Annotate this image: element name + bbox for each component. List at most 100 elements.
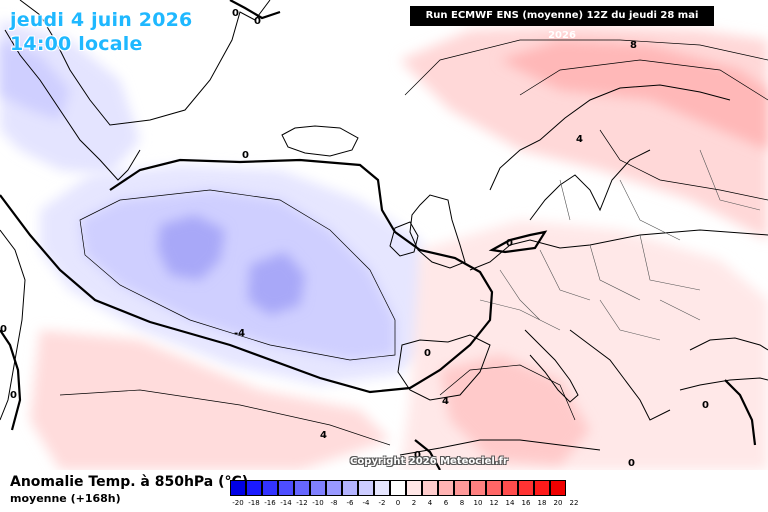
legend-swatch [534, 480, 550, 496]
legend-swatch [342, 480, 358, 496]
minus4-contour [79, 189, 396, 361]
zero-contour-west [0, 329, 22, 431]
balkan-coast [569, 329, 671, 421]
legend-swatch [390, 480, 406, 496]
contour-label: 4 [576, 134, 583, 145]
contour-label: 4 [320, 430, 327, 441]
legend-swatch [246, 480, 262, 496]
warm-anomaly-south [30, 330, 390, 470]
legend-tick-label: -4 [362, 499, 370, 507]
legend-swatch [422, 480, 438, 496]
run-info-banner: Run ECMWF ENS (moyenne) 12Z du jeudi 28 … [410, 6, 714, 41]
black-sea-coast [689, 337, 768, 351]
border-lines [479, 149, 761, 341]
zero-contours [0, 0, 757, 470]
contour-label: 0 [0, 324, 7, 335]
anomaly-shading [0, 20, 768, 470]
canada-coast [0, 229, 26, 421]
legend-swatch [294, 480, 310, 496]
variable-title: Anomalie Temp. à 850hPa (°C) [10, 474, 249, 490]
coastlines [0, 0, 768, 456]
contour-label: 0 [424, 348, 431, 359]
legend-tick-label: 2 [411, 499, 417, 507]
legend-swatch [502, 480, 518, 496]
legend-tick-label: 18 [537, 499, 547, 507]
contour-label: 4 [442, 396, 449, 407]
contour-label: 0 [702, 400, 709, 411]
legend-tick-label: 0 [395, 499, 401, 507]
valid-time: 14:00 locale [10, 33, 143, 55]
legend-swatch [374, 480, 390, 496]
legend-tick-label: 20 [553, 499, 563, 507]
country-borders [479, 149, 761, 341]
legend-tick-label: -6 [346, 499, 354, 507]
contour-label: 0 [506, 238, 513, 249]
contour-label: -4 [234, 328, 245, 339]
italy-coast [524, 329, 579, 403]
plus4-contour-south [59, 389, 391, 446]
iberia-coast [397, 334, 491, 401]
scandinavia-coast-south [529, 149, 651, 221]
copyright-notice: Copyright 2026 Meteociel.fr [350, 456, 508, 467]
north-africa-coast [399, 439, 601, 456]
iceland-coast [281, 125, 359, 157]
contour-label: 0 [628, 458, 635, 469]
legend-tick-label: 6 [443, 499, 449, 507]
zero-contour-baltic [488, 230, 548, 254]
contour-labels: 0 0 0 0 0 0 0 0 0 0 -4 4 4 4 8 [0, 8, 709, 469]
legend-tick-label: -8 [330, 499, 338, 507]
zero-contour-atlantic [0, 158, 494, 394]
legend-tick-label: -12 [296, 499, 308, 507]
anomaly-map: 0 0 0 0 0 0 0 0 0 0 -4 4 4 4 8 jeudi 4 j… [0, 0, 768, 470]
contour-label: 0 [232, 8, 239, 19]
plus4-contour-north [404, 39, 768, 96]
legend-tick-label: 12 [489, 499, 499, 507]
zero-contour-east [724, 379, 757, 446]
legend-tick-label: 4 [427, 499, 433, 507]
ireland-coast [389, 221, 419, 257]
europe-coast [469, 229, 768, 271]
contour-label: 0 [242, 150, 249, 161]
legend-tick-label: -18 [248, 499, 260, 507]
cold-anomaly-atlantic-core-west [158, 215, 225, 280]
legend-tick-label: 16 [521, 499, 531, 507]
legend-tick-label: -14 [280, 499, 292, 507]
cold-anomaly-greenland-core [0, 40, 70, 120]
greenland-coast [19, 0, 271, 126]
zero-contour-arctic [229, 0, 281, 20]
contour-label: 0 [254, 16, 261, 27]
legend-tick-label: 14 [505, 499, 515, 507]
legend-swatch [550, 480, 566, 496]
legend-swatch [454, 480, 470, 496]
legend-swatch [278, 480, 294, 496]
legend-swatch [310, 480, 326, 496]
legend-tick-label: -20 [232, 499, 244, 507]
contour-label: 0 [10, 390, 17, 401]
contour-label: 8 [630, 40, 637, 51]
legend-swatch [486, 480, 502, 496]
footer-panel: Anomalie Temp. à 850hPa (°C) moyenne (+1… [0, 470, 768, 512]
greenland-coast-west [4, 29, 141, 181]
legend-swatch [438, 480, 454, 496]
anomaly-contours [59, 39, 768, 446]
plus4-contour-europe [599, 129, 768, 201]
map-canvas: 0 0 0 0 0 0 0 0 0 0 -4 4 4 4 8 [0, 0, 768, 470]
legend-swatch [518, 480, 534, 496]
legend-tick-label: 10 [473, 499, 483, 507]
legend-swatch [406, 480, 422, 496]
legend-swatch [470, 480, 486, 496]
britain-coast [409, 194, 466, 269]
forecast-subtitle: moyenne (+168h) [10, 492, 121, 505]
legend-swatch [262, 480, 278, 496]
valid-date: jeudi 4 juin 2026 [10, 9, 193, 31]
legend-swatch [230, 480, 246, 496]
plus8-contour [519, 59, 768, 101]
legend-swatch [358, 480, 374, 496]
legend-tick-label: 8 [459, 499, 465, 507]
scandinavia-coast [489, 84, 731, 191]
legend-tick-label: -16 [264, 499, 276, 507]
plus4-contour-med [439, 364, 576, 421]
cold-anomaly-atlantic-core-east [248, 252, 305, 315]
zero-contour-south [414, 439, 441, 470]
legend-tick-label: -10 [312, 499, 324, 507]
